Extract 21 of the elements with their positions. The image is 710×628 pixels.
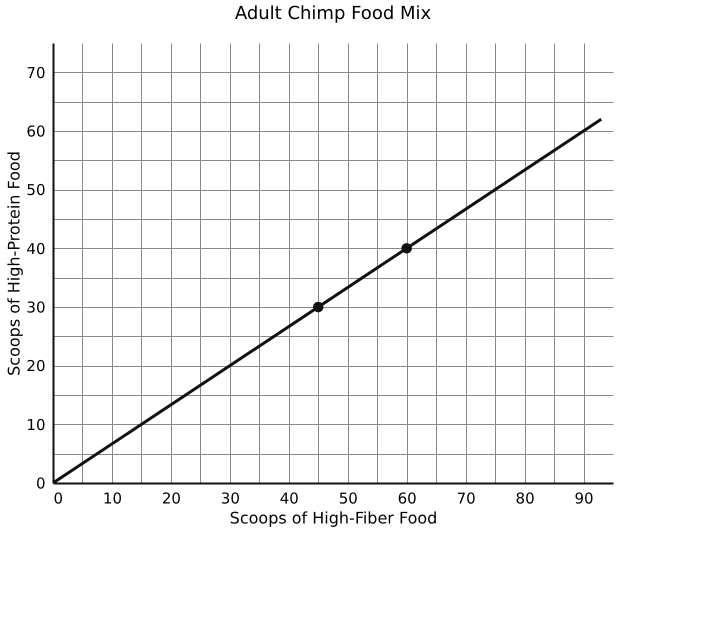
y-tick-label: 0 (36, 474, 46, 492)
x-tick-label: 0 (54, 490, 64, 508)
x-tick-label: 30 (220, 490, 240, 508)
y-tick-label: 30 (26, 298, 46, 316)
y-axis-title: Scoops of High-Protein Food (4, 151, 24, 376)
x-tick-label: 70 (456, 490, 476, 508)
y-tick-label: 70 (26, 64, 46, 82)
y-tick-label: 40 (26, 240, 46, 258)
x-tick-label: 50 (338, 490, 358, 508)
y-tick-label: 50 (26, 181, 46, 200)
y-tick-label: 20 (26, 357, 46, 376)
x-tick-label: 10 (102, 490, 122, 508)
x-tick-label: 90 (574, 490, 594, 508)
x-tick-label: 40 (280, 490, 299, 508)
x-tick-label: 20 (162, 490, 181, 508)
x-axis-title: Scoops of High-Fiber Food (230, 508, 438, 528)
x-tick-label: 60 (398, 490, 417, 508)
y-tick-label: 60 (26, 122, 46, 140)
y-tick-label: 10 (26, 416, 46, 434)
x-tick-label: 80 (516, 490, 535, 508)
chart-title: Adult Chimp Food Mix (234, 3, 432, 24)
